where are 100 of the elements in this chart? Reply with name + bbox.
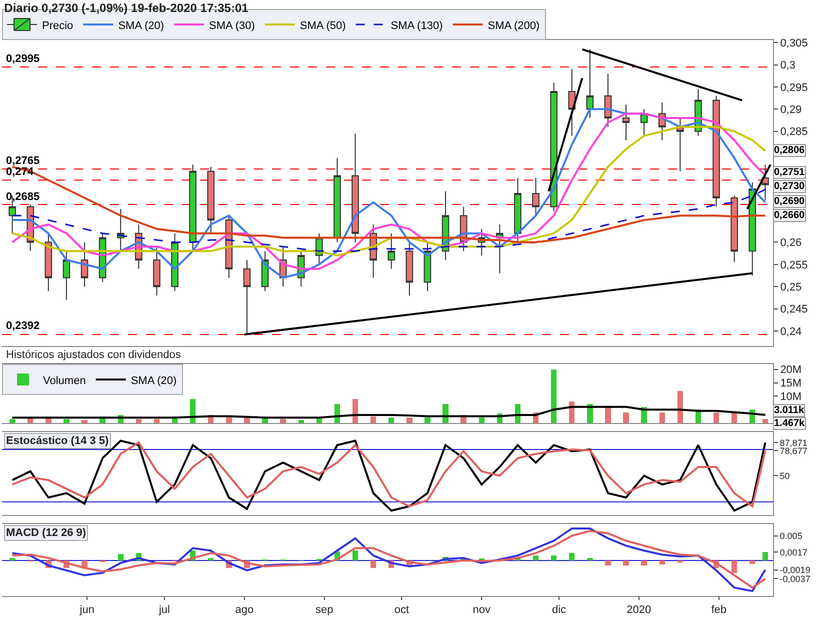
annotation: 0,2730 bbox=[774, 181, 806, 192]
legend-label: SMA (20) bbox=[118, 20, 164, 32]
ref-line-label: 0,2392 bbox=[6, 320, 40, 332]
candlestick bbox=[586, 48, 594, 119]
candlestick bbox=[207, 166, 215, 234]
x-tick-label: feb bbox=[711, 604, 726, 616]
bar bbox=[713, 412, 720, 423]
y-tick-label: 0,285 bbox=[780, 126, 808, 138]
candlestick bbox=[153, 246, 160, 296]
bar bbox=[569, 553, 575, 560]
annotation: 0,2660 bbox=[774, 210, 806, 221]
legend-label: Precio bbox=[42, 20, 74, 32]
bar bbox=[298, 420, 304, 423]
chart-title: Estocástico (14 3 5) bbox=[6, 435, 110, 447]
chart-title: MACD (12 26 9) bbox=[6, 527, 86, 539]
annotation: 0,2690 bbox=[774, 196, 806, 207]
annotation: 3.011k bbox=[774, 405, 804, 416]
bar bbox=[605, 406, 611, 423]
y-tick-label: 0,245 bbox=[780, 304, 808, 316]
candlestick bbox=[622, 104, 630, 141]
bar bbox=[424, 418, 430, 423]
ref-line-label: 0,2685 bbox=[6, 191, 40, 203]
y-tick-label: -0,0019 bbox=[780, 565, 810, 576]
bar bbox=[136, 418, 142, 423]
y-tick-label: 20M bbox=[780, 364, 802, 376]
bar bbox=[478, 418, 484, 423]
y-tick-label: 0,3 bbox=[780, 60, 796, 72]
bar bbox=[623, 412, 629, 423]
y-tick-label: 78,677 bbox=[780, 446, 808, 456]
bar bbox=[762, 419, 768, 423]
x-tick-label: nov bbox=[472, 604, 491, 616]
chart-title: Diario 0,2730 (-1,09%) 19-feb-2020 17:35:01 bbox=[4, 1, 249, 16]
y-tick-label: 87,871 bbox=[780, 438, 808, 448]
legend-label: Volumen bbox=[43, 374, 86, 387]
y-tick-label: 15M bbox=[780, 378, 802, 390]
legend-label: SMA (20) bbox=[130, 374, 177, 387]
x-tick-label: oct bbox=[394, 604, 410, 616]
candlestick bbox=[532, 177, 540, 216]
bar bbox=[370, 560, 376, 568]
x-tick-label: jul bbox=[158, 604, 170, 616]
candlestick bbox=[406, 242, 414, 296]
bar bbox=[532, 556, 539, 560]
legend-label: SMA (50) bbox=[300, 20, 346, 32]
candlestick bbox=[676, 118, 684, 172]
bar bbox=[605, 560, 611, 566]
legend-label: SMA (30) bbox=[209, 20, 255, 32]
candlestick bbox=[243, 259, 251, 335]
bar bbox=[762, 552, 768, 560]
y-tick-label: 0,24 bbox=[780, 326, 802, 338]
candlestick bbox=[80, 242, 88, 288]
x-tick-label: sep bbox=[315, 604, 334, 616]
y-tick-label: 0,26 bbox=[780, 237, 802, 250]
bar bbox=[9, 418, 16, 423]
ref-line-label: 0,2765 bbox=[6, 155, 40, 167]
bar bbox=[623, 560, 629, 566]
bar bbox=[370, 416, 376, 423]
candlestick bbox=[44, 232, 52, 292]
bar bbox=[550, 369, 557, 423]
y-tick-label: 0,295 bbox=[780, 82, 808, 94]
candlestick bbox=[712, 95, 720, 208]
x-tick-label: ago bbox=[235, 604, 254, 616]
x-tick-label: jun bbox=[78, 604, 94, 616]
y-tick-label: -0,0037 bbox=[780, 574, 810, 584]
bar bbox=[388, 418, 394, 423]
y-tick-label: 0,0017 bbox=[780, 547, 808, 558]
bar bbox=[677, 390, 684, 423]
x-tick-label: dic bbox=[552, 604, 567, 616]
y-tick-label: 0.005 bbox=[780, 530, 802, 541]
bar bbox=[406, 418, 412, 423]
ref-line-label: 0,274 bbox=[6, 166, 34, 178]
y-tick-label: 50 bbox=[780, 470, 790, 481]
bar bbox=[352, 550, 358, 560]
candlestick bbox=[550, 82, 558, 212]
bar bbox=[550, 556, 557, 560]
bar bbox=[226, 418, 232, 423]
annotation: 0,2751 bbox=[774, 167, 806, 178]
x-tick-label: 2020 bbox=[626, 604, 652, 616]
annotation: 1.467k bbox=[774, 418, 806, 429]
bar bbox=[659, 412, 665, 423]
bar bbox=[82, 420, 88, 423]
line-series bbox=[11, 406, 766, 419]
bar bbox=[641, 560, 647, 566]
candlestick bbox=[424, 242, 432, 292]
annotation: 0,2806 bbox=[774, 145, 806, 156]
bar bbox=[659, 560, 665, 564]
bar bbox=[750, 560, 756, 564]
bar bbox=[118, 554, 124, 560]
y-tick-label: 10M bbox=[780, 391, 802, 404]
candlestick bbox=[762, 164, 769, 201]
candlestick bbox=[604, 73, 612, 128]
candlestick bbox=[352, 133, 359, 243]
bar bbox=[154, 418, 160, 423]
candlestick bbox=[189, 164, 196, 252]
bar bbox=[64, 418, 70, 423]
y-tick-label: 0,255 bbox=[780, 259, 808, 272]
legend-label: SMA (200) bbox=[488, 20, 540, 32]
candlestick bbox=[388, 232, 396, 270]
legend-label: SMA (130) bbox=[390, 20, 443, 32]
text: Históricos ajustados con dividendos bbox=[6, 349, 182, 361]
candlestick bbox=[334, 157, 341, 243]
